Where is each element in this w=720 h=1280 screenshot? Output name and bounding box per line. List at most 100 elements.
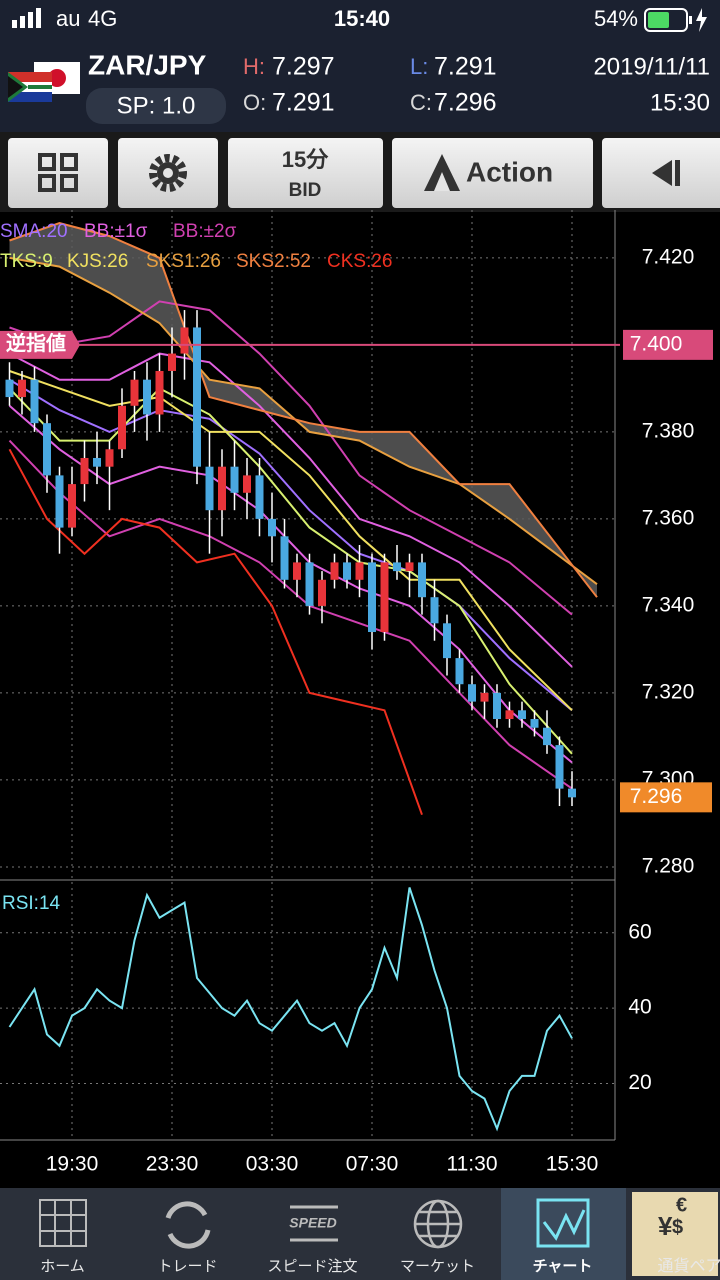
speed-icon: SPEED xyxy=(289,1205,338,1242)
currency-icon: ¥ € $ xyxy=(632,1192,718,1276)
spread: SP: 1.0 xyxy=(117,92,196,119)
close-value: 7.296 xyxy=(434,89,497,117)
legend-entry: CKS:26 xyxy=(327,251,392,272)
candle-body xyxy=(205,466,214,511)
indicator-line xyxy=(8,448,423,816)
svg-text:¥: ¥ xyxy=(658,1211,673,1241)
candle-body xyxy=(405,562,414,572)
chart-icon xyxy=(536,1198,590,1248)
y-tick-label: 7.420 xyxy=(642,245,695,268)
price-type: BID xyxy=(289,180,322,201)
candle-body xyxy=(180,327,189,354)
candle-body xyxy=(393,562,401,572)
bollinger-line xyxy=(9,300,573,616)
x-tick-label: 07:30 xyxy=(346,1153,399,1176)
market-icon xyxy=(413,1199,463,1249)
nav-active-background xyxy=(501,1188,626,1280)
candle-body xyxy=(530,719,539,728)
candle-body xyxy=(330,562,339,580)
candle-body xyxy=(68,484,76,528)
date: 2019/11/11 xyxy=(593,53,710,80)
signal-icon xyxy=(12,8,41,28)
stop-order-label: 逆指値 xyxy=(6,331,66,355)
network: 4G xyxy=(88,6,117,31)
candle-body xyxy=(518,710,526,720)
legend-entry: RSI:14 xyxy=(2,893,61,914)
nav-label: トレード xyxy=(157,1258,217,1275)
legend-entry: BB:±2σ xyxy=(173,221,237,242)
svg-text:€: € xyxy=(676,1194,687,1216)
candle-body xyxy=(80,457,89,485)
candle-body xyxy=(230,466,239,493)
candle-body xyxy=(93,457,101,467)
indicator-line xyxy=(9,256,598,586)
candle-body xyxy=(155,370,164,415)
legend-entry: SMA:20 xyxy=(0,221,68,242)
open-value: 7.291 xyxy=(272,89,335,117)
action-button[interactable]: Action xyxy=(392,138,593,208)
candle-body xyxy=(443,623,451,659)
candle-body xyxy=(430,597,439,624)
y-tick-label: 7.360 xyxy=(642,506,695,529)
current-price-tag xyxy=(620,782,712,813)
battery-level: 54% xyxy=(594,6,638,31)
indicator-line xyxy=(9,222,598,598)
candle-body xyxy=(543,727,551,746)
clock: 15:40 xyxy=(334,6,390,31)
candle-body xyxy=(118,405,126,450)
y-tick-label: 7.380 xyxy=(642,419,695,442)
svg-text:$: $ xyxy=(672,1216,683,1238)
rsi-line xyxy=(8,887,573,1132)
legend-entry: TKS:9 xyxy=(0,251,53,272)
candle-body xyxy=(305,562,314,606)
x-tick-label: 03:30 xyxy=(246,1153,299,1176)
collapse-button[interactable] xyxy=(602,138,720,208)
legend-entry: SKS2:52 xyxy=(236,251,311,272)
candle-body xyxy=(218,466,226,511)
currency-flags xyxy=(8,62,80,102)
x-tick-label: 23:30 xyxy=(146,1153,199,1176)
layout-button[interactable] xyxy=(8,138,108,208)
candle-body xyxy=(480,692,489,702)
candle-body xyxy=(43,423,51,476)
ichimoku-cloud xyxy=(9,223,597,598)
high-value: 7.297 xyxy=(272,53,335,81)
stop-order-tag xyxy=(0,330,80,359)
y-tick-label: 7.320 xyxy=(642,680,695,703)
time: 15:30 xyxy=(650,89,710,116)
spread-badge xyxy=(86,88,226,124)
candle-body xyxy=(18,379,26,398)
y-tick-label: 7.280 xyxy=(642,854,695,877)
candle-body xyxy=(168,353,176,371)
candle-body xyxy=(280,536,289,580)
y-tick-label: 7.340 xyxy=(642,593,695,616)
timeframe-button[interactable]: 15分 BID xyxy=(228,138,383,208)
current-price-label: 7.296 xyxy=(630,785,683,808)
speed-icon-text: SPEED xyxy=(289,1215,336,1231)
candle-body xyxy=(293,562,301,580)
candle-body xyxy=(568,788,576,798)
candle-body xyxy=(418,562,426,598)
candle-body xyxy=(105,449,114,467)
candle-body xyxy=(318,579,326,606)
settings-button[interactable] xyxy=(118,138,218,208)
candle-body xyxy=(255,475,264,519)
candle-body xyxy=(493,692,501,720)
candle-body xyxy=(193,327,201,467)
nav-label: ホーム xyxy=(40,1258,85,1275)
stop-price-tag xyxy=(623,329,713,360)
nav-label: 通貨ペア xyxy=(657,1257,720,1275)
x-tick-label: 11:30 xyxy=(447,1153,498,1176)
candle-body xyxy=(380,562,389,633)
open-label: O: xyxy=(243,90,266,115)
trade-icon xyxy=(165,1201,211,1249)
low-label: L: xyxy=(410,54,428,79)
candle-body xyxy=(243,475,251,493)
x-tick-label: 19:30 xyxy=(46,1153,99,1176)
bollinger-line xyxy=(9,352,573,668)
candle-body xyxy=(268,518,276,537)
y-tick-label: 20 xyxy=(628,1071,651,1094)
